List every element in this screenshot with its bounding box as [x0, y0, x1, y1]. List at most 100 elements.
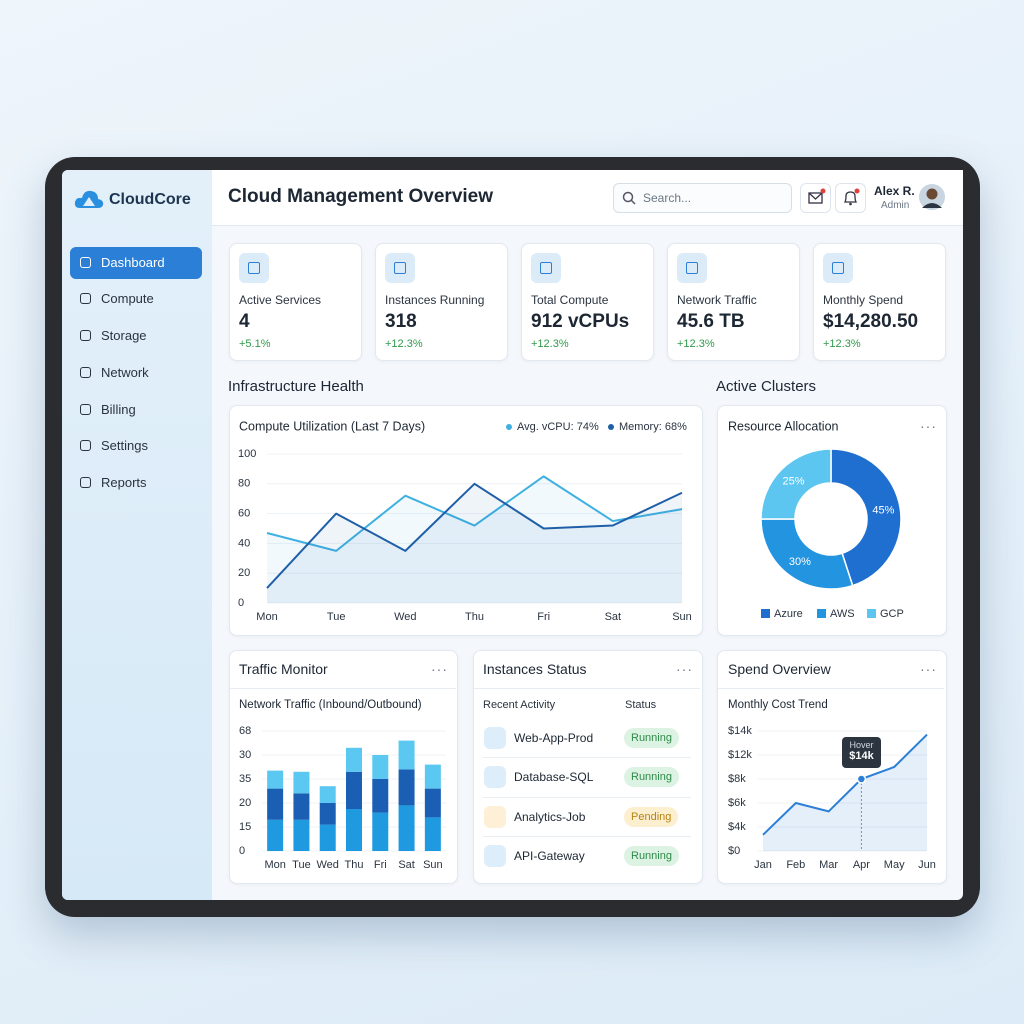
kpi-label: Network Traffic	[677, 293, 757, 307]
kpi-card: Network Traffic 45.6 TB +12.3%	[667, 243, 800, 361]
more-menu[interactable]: ···	[920, 418, 937, 434]
status-pill: Pending	[624, 806, 679, 827]
avatar[interactable]	[917, 182, 947, 212]
search-icon	[622, 191, 636, 205]
bar-segment	[346, 771, 362, 809]
mail-button[interactable]	[800, 183, 831, 213]
pie-slice	[760, 518, 854, 590]
nav-item[interactable]: Dashboard	[70, 247, 202, 279]
bar-segment	[346, 747, 362, 772]
hover-point	[856, 774, 867, 784]
bar-segment	[372, 812, 389, 851]
nav-label: Dashboard	[101, 255, 165, 270]
row-icon	[484, 844, 506, 867]
kpi-card: Monthly Spend $14,280.50 +12.3%	[813, 243, 946, 361]
user-name: Alex R.	[874, 184, 915, 198]
nav-icon	[80, 257, 91, 268]
area	[267, 476, 682, 603]
nav-label: Reports	[101, 475, 147, 490]
nav-item[interactable]: Settings	[70, 430, 202, 462]
x-tick-label: May	[884, 859, 905, 871]
row-divider	[483, 757, 691, 759]
nav-icon	[80, 293, 91, 304]
tooltip-value: $14k	[849, 750, 874, 762]
chart-title: Compute Utilization (Last 7 Days)	[239, 419, 425, 433]
more-menu[interactable]: ···	[920, 661, 937, 677]
bell-icon	[843, 188, 860, 206]
y-tick-label: 60	[238, 508, 250, 520]
row-icon	[484, 805, 506, 828]
x-tick-label: Fri	[374, 859, 387, 871]
x-tick-label: Tue	[292, 859, 311, 871]
more-menu[interactable]: ···	[676, 661, 693, 677]
kpi-icon	[531, 253, 561, 283]
x-tick-label: Thu	[465, 611, 484, 623]
bar-segment	[424, 817, 441, 851]
x-tick-label: Sun	[423, 859, 443, 871]
mail-icon	[808, 188, 826, 204]
legend-swatch	[608, 424, 614, 430]
bar-segment	[319, 786, 336, 803]
y-tick-label: 15	[239, 821, 251, 833]
nav-label: Storage	[101, 328, 147, 343]
kpi-label: Monthly Spend	[823, 293, 904, 307]
divider	[230, 688, 456, 689]
bar-segment	[267, 770, 284, 789]
nav-icon	[80, 404, 91, 415]
more-menu[interactable]: ···	[431, 661, 448, 677]
kpi-value: 4	[239, 311, 250, 332]
bar-segment	[293, 771, 310, 794]
x-tick-label: Sat	[605, 611, 622, 623]
bar-segment	[293, 819, 310, 851]
tooltip: Hover $14k	[842, 737, 881, 768]
y-tick-label: 40	[238, 537, 250, 549]
x-tick-label: Fri	[537, 611, 550, 623]
kpi-card: Total Compute 912 vCPUs +12.3%	[521, 243, 654, 361]
bar-segment	[319, 803, 336, 825]
bar-segment	[424, 764, 441, 789]
x-tick-label: Thu	[345, 859, 364, 871]
panel-title: Spend Overview	[728, 661, 831, 677]
nav-item[interactable]: Reports	[70, 467, 202, 499]
instances-card	[473, 650, 703, 884]
line	[266, 482, 683, 589]
nav-item[interactable]: Storage	[70, 320, 202, 352]
y-tick-label: $12k	[728, 749, 752, 761]
nav-item[interactable]: Billing	[70, 394, 202, 426]
kpi-value: 912 vCPUs	[531, 311, 630, 332]
instance-name: Database-SQL	[514, 770, 594, 785]
bar-segment	[398, 769, 415, 806]
bar-segment	[319, 824, 336, 851]
x-tick-label: Mar	[819, 859, 838, 871]
line	[762, 733, 928, 836]
legend-label: GCP	[880, 608, 904, 620]
legend-label: AWS	[830, 608, 855, 620]
line	[266, 475, 683, 552]
panel-title: Traffic Monitor	[239, 661, 328, 677]
legend-swatch	[867, 609, 876, 618]
bar-segment	[346, 809, 362, 851]
kpi-card: Active Services 4 +5.1%	[229, 243, 362, 361]
slice-label: 30%	[789, 556, 811, 568]
x-tick-label: Jan	[754, 859, 772, 871]
nav-item[interactable]: Compute	[70, 283, 202, 315]
kpi-label: Active Services	[239, 293, 322, 307]
bar-segment	[372, 755, 389, 779]
pie-slice	[760, 448, 832, 520]
kpi-icon	[677, 253, 707, 283]
kpi-icon	[239, 253, 269, 283]
instance-name: Analytics-Job	[514, 809, 586, 824]
divider	[474, 688, 700, 689]
row-divider	[483, 835, 691, 837]
x-tick-label: Wed	[394, 611, 416, 623]
search-box[interactable]: Search...	[613, 183, 792, 213]
status-pill: Running	[624, 845, 679, 866]
x-tick-label: Mon	[264, 859, 285, 871]
bar-segment	[424, 788, 441, 818]
nav-item[interactable]: Network	[70, 357, 202, 389]
notifications-button[interactable]	[835, 183, 866, 213]
bar-segment	[372, 779, 389, 813]
legend-label: Memory: 68%	[619, 421, 687, 433]
